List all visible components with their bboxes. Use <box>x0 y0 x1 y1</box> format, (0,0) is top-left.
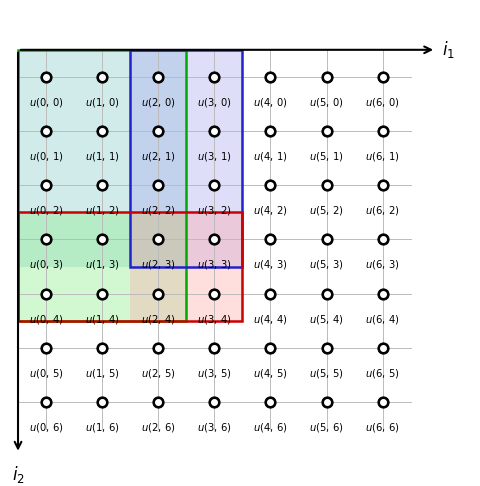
Text: $u(4,\,6)$: $u(4,\,6)$ <box>253 421 288 434</box>
Text: $u(5,\,3)$: $u(5,\,3)$ <box>309 259 344 272</box>
Text: $i_2$: $i_2$ <box>12 465 24 486</box>
Text: $u(3,\,4)$: $u(3,\,4)$ <box>197 312 232 326</box>
Bar <box>18 212 186 321</box>
Text: $u(0,\,3)$: $u(0,\,3)$ <box>29 259 63 272</box>
Text: $u(0,\,4)$: $u(0,\,4)$ <box>29 312 63 326</box>
Text: $u(1,\,4)$: $u(1,\,4)$ <box>85 312 120 326</box>
Text: $u(4,\,3)$: $u(4,\,3)$ <box>253 259 288 272</box>
Text: $u(6,\,0)$: $u(6,\,0)$ <box>365 96 400 109</box>
Text: $u(1,\,1)$: $u(1,\,1)$ <box>85 150 120 163</box>
Text: $u(4,\,4)$: $u(4,\,4)$ <box>253 312 288 326</box>
Text: $u(6,\,6)$: $u(6,\,6)$ <box>365 421 400 434</box>
Text: $u(3,\,5)$: $u(3,\,5)$ <box>197 367 232 380</box>
Text: $u(6,\,5)$: $u(6,\,5)$ <box>365 367 400 380</box>
Text: $u(5,\,5)$: $u(5,\,5)$ <box>309 367 344 380</box>
Text: $u(1,\,2)$: $u(1,\,2)$ <box>85 204 120 217</box>
Text: $u(6,\,3)$: $u(6,\,3)$ <box>365 259 400 272</box>
Text: $u(0,\,1)$: $u(0,\,1)$ <box>29 150 63 163</box>
Text: $u(4,\,1)$: $u(4,\,1)$ <box>253 150 288 163</box>
Text: $u(3,\,3)$: $u(3,\,3)$ <box>197 259 232 272</box>
Text: $u(5,\,4)$: $u(5,\,4)$ <box>309 312 344 326</box>
Text: $u(6,\,1)$: $u(6,\,1)$ <box>365 150 400 163</box>
Text: $u(1,\,6)$: $u(1,\,6)$ <box>85 421 120 434</box>
Text: $u(0,\,2)$: $u(0,\,2)$ <box>29 204 63 217</box>
Text: $u(2,\,2)$: $u(2,\,2)$ <box>141 204 176 217</box>
Text: $u(1,\,0)$: $u(1,\,0)$ <box>85 96 120 109</box>
Text: $i_1$: $i_1$ <box>442 39 455 60</box>
Text: $u(0,\,6)$: $u(0,\,6)$ <box>29 421 63 434</box>
Text: $u(1,\,3)$: $u(1,\,3)$ <box>85 259 120 272</box>
Text: $u(5,\,0)$: $u(5,\,0)$ <box>309 96 344 109</box>
Text: $u(2,\,5)$: $u(2,\,5)$ <box>141 367 176 380</box>
Text: $u(4,\,0)$: $u(4,\,0)$ <box>253 96 288 109</box>
Text: $u(0,\,5)$: $u(0,\,5)$ <box>29 367 63 380</box>
Bar <box>130 50 242 267</box>
Text: $u(4,\,2)$: $u(4,\,2)$ <box>253 204 288 217</box>
Bar <box>130 212 242 321</box>
Text: $u(3,\,2)$: $u(3,\,2)$ <box>197 204 232 217</box>
Text: $u(6,\,4)$: $u(6,\,4)$ <box>365 312 400 326</box>
Text: $u(2,\,4)$: $u(2,\,4)$ <box>141 312 176 326</box>
Bar <box>130 50 242 267</box>
Text: $u(5,\,2)$: $u(5,\,2)$ <box>309 204 344 217</box>
Text: $u(2,\,3)$: $u(2,\,3)$ <box>141 259 176 272</box>
Text: $u(3,\,6)$: $u(3,\,6)$ <box>197 421 232 434</box>
Text: $u(6,\,2)$: $u(6,\,2)$ <box>365 204 400 217</box>
Text: $u(0,\,0)$: $u(0,\,0)$ <box>29 96 63 109</box>
Text: $u(3,\,0)$: $u(3,\,0)$ <box>197 96 232 109</box>
Text: $u(2,\,1)$: $u(2,\,1)$ <box>141 150 176 163</box>
Bar <box>18 50 186 321</box>
Text: $u(5,\,6)$: $u(5,\,6)$ <box>309 421 344 434</box>
Text: $u(4,\,5)$: $u(4,\,5)$ <box>253 367 288 380</box>
Text: $u(2,\,0)$: $u(2,\,0)$ <box>141 96 176 109</box>
Text: $u(3,\,1)$: $u(3,\,1)$ <box>197 150 232 163</box>
Bar <box>18 212 242 321</box>
Text: $u(2,\,6)$: $u(2,\,6)$ <box>141 421 176 434</box>
Text: $u(1,\,5)$: $u(1,\,5)$ <box>85 367 120 380</box>
Text: $u(5,\,1)$: $u(5,\,1)$ <box>309 150 344 163</box>
Bar <box>18 50 186 267</box>
